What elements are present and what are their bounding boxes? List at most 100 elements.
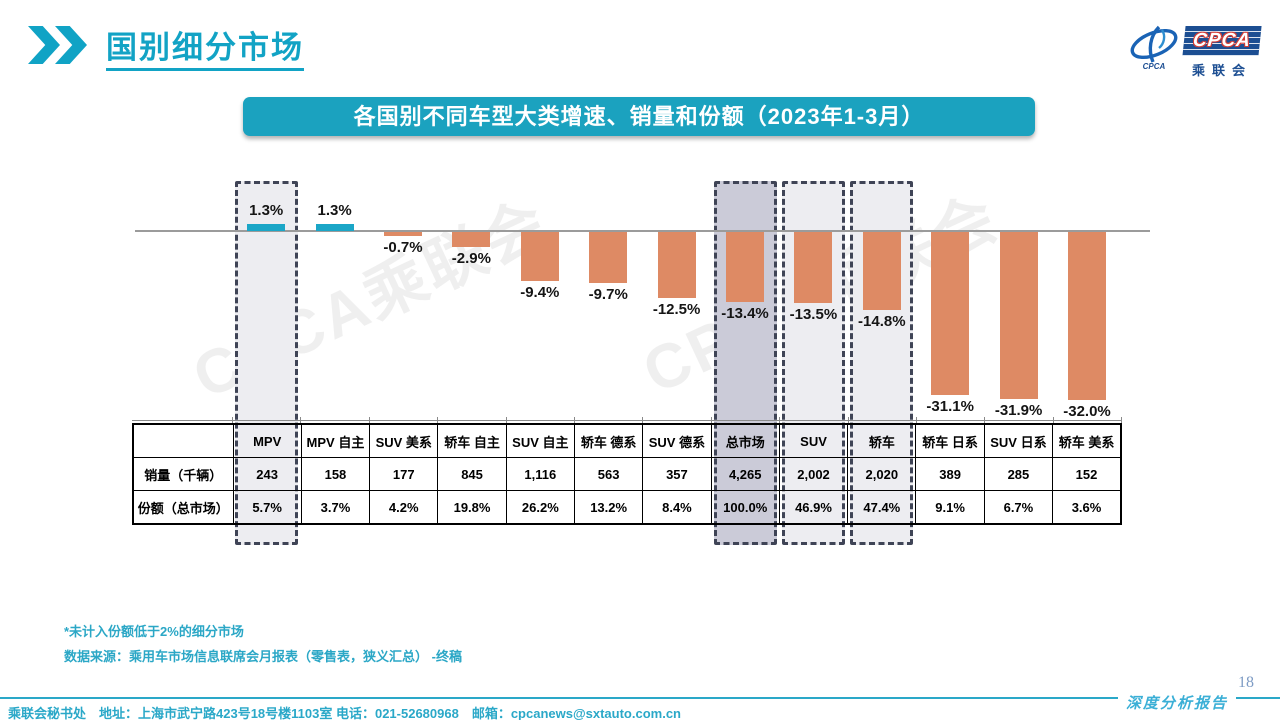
table-cell: 357 <box>642 457 712 491</box>
table-cell: 243 <box>232 457 302 491</box>
growth-bar <box>1068 232 1106 400</box>
table-header-cell: SUV 德系 <box>642 423 712 458</box>
axis-tick <box>642 417 644 424</box>
logo-block-sub: 乘联会 <box>1191 63 1252 78</box>
table-header-cell: 轿车 德系 <box>573 423 644 458</box>
axis-tick <box>232 417 233 424</box>
growth-bar <box>247 224 286 231</box>
growth-bar <box>999 232 1038 400</box>
axis-tick <box>984 417 986 424</box>
page-number: 18 <box>1238 674 1254 691</box>
growth-bar-label: -13.4% <box>721 305 769 323</box>
growth-bar-label: -13.5% <box>789 305 838 323</box>
growth-bar-label: -2.9% <box>451 250 491 268</box>
growth-bar <box>315 224 354 231</box>
footer-contact: 乘联会秘书处 地址：上海市武宁路423号18号楼1103室 电话：021-526… <box>8 706 681 720</box>
table-cell: 5.7% <box>232 490 302 525</box>
table-cell: 158 <box>300 457 371 491</box>
growth-bar-label: -9.4% <box>520 284 560 302</box>
growth-bar-label: -31.1% <box>926 398 974 416</box>
double-chevron-icon <box>28 26 108 64</box>
footer-divider <box>0 697 1280 699</box>
growth-bar <box>520 232 559 282</box>
axis-tick <box>437 417 439 424</box>
table-cell: 1,116 <box>505 457 575 491</box>
growth-bar <box>384 232 422 236</box>
axis-tick <box>710 417 712 424</box>
growth-bar-label: -12.5% <box>652 300 701 318</box>
table-header-cell: SUV 美系 <box>369 423 439 458</box>
page-title: 国别细分市场 <box>106 22 304 71</box>
table-header-cell: 轿车 日系 <box>915 423 985 458</box>
table-cell: 285 <box>983 457 1054 491</box>
growth-bar <box>794 232 833 303</box>
table-cell: 4.2% <box>369 490 439 525</box>
table-cell: 3.6% <box>1052 490 1122 525</box>
growth-bar-label: -31.9% <box>994 402 1043 420</box>
table-cell: 47.4% <box>847 490 917 525</box>
table-cell: 152 <box>1052 457 1122 491</box>
growth-bar <box>452 232 491 248</box>
cpca-logo: CPCA CPCA 乘联会 <box>1126 22 1262 78</box>
table-header-cell: 总市场 <box>710 423 780 458</box>
growth-bar-label: 1.3% <box>249 202 284 220</box>
axis-tick <box>505 417 507 424</box>
growth-bar-label: -9.7% <box>588 285 628 303</box>
zero-axis-line <box>135 230 1150 232</box>
table-cell: 19.8% <box>437 490 507 525</box>
table-cell: 389 <box>915 457 985 491</box>
table-row-label: 份额（总市场） <box>132 490 234 525</box>
table-corner-cell <box>132 423 234 458</box>
data-table: MPV MPV 自主 SUV 美系 轿车 自主 SUV 自主 轿车 德系 SUV 德系 总市场… <box>132 423 1122 525</box>
table-cell: 100.0% <box>710 490 780 525</box>
table-header-cell: MPV <box>232 423 302 458</box>
growth-bar-label: -0.7% <box>383 238 423 256</box>
axis-tick <box>847 417 849 424</box>
axis-tick <box>574 417 575 424</box>
table-cell: 4,265 <box>710 457 780 491</box>
table-cell: 6.7% <box>983 490 1054 525</box>
table-row: 销量（千辆） 243 158 177 845 1,116 563 357 4,265 2,002 2… <box>132 457 1122 491</box>
growth-bar <box>862 232 901 310</box>
logo-mark-caption: CPCA <box>1142 62 1166 71</box>
axis-tick <box>779 417 781 424</box>
logo-swoosh-icon <box>1130 25 1178 63</box>
table-cell: 177 <box>369 457 439 491</box>
table-header-cell: 轿车 自主 <box>437 423 507 458</box>
table-header-cell: 轿车 美系 <box>1052 423 1122 458</box>
table-cell: 563 <box>573 457 644 491</box>
table-cell: 3.7% <box>300 490 371 525</box>
table-header-cell: SUV 自主 <box>505 423 575 458</box>
table-header-cell: 轿车 <box>847 423 917 458</box>
growth-bar-label: -32.0% <box>1063 403 1111 420</box>
table-cell: 9.1% <box>915 490 985 525</box>
axis-tick <box>1052 417 1054 424</box>
growth-bar <box>589 232 628 283</box>
table-cell: 2,020 <box>847 457 917 491</box>
table-cell: 845 <box>437 457 507 491</box>
table-header-cell: MPV 自主 <box>300 423 371 458</box>
table-cell: 13.2% <box>573 490 644 525</box>
table-row: 份额（总市场） 5.7% 3.7% 4.2% 19.8% 26.2% 13.2% 8.4% 10… <box>132 490 1122 525</box>
table-cell: 46.9% <box>778 490 849 525</box>
table-cell: 26.2% <box>505 490 575 525</box>
category-axis-line <box>132 420 1122 421</box>
footnote-data-source: 数据来源：乘用车市场信息联席会月报表（零售表，狭义汇总） -终稿 <box>64 649 462 664</box>
table-cell: 8.4% <box>642 490 712 525</box>
growth-bar <box>931 232 970 396</box>
growth-bar-label: -14.8% <box>858 312 906 330</box>
growth-bar-label: 1.3% <box>317 202 352 220</box>
table-header-cell: SUV 日系 <box>983 423 1054 458</box>
axis-tick <box>916 417 917 424</box>
axis-tick <box>1121 417 1123 424</box>
table-header-cell: SUV <box>778 423 849 458</box>
table-cell: 2,002 <box>778 457 849 491</box>
table-row-label: 销量（千辆） <box>132 457 234 491</box>
axis-tick <box>368 417 370 424</box>
report-type-label: 深度分析报告 <box>1118 695 1237 713</box>
growth-bar <box>726 232 764 303</box>
axis-tick <box>300 417 302 424</box>
chart-banner-title: 各国别不同车型大类增速、销量和份额（2023年1-3月） <box>243 97 1035 136</box>
